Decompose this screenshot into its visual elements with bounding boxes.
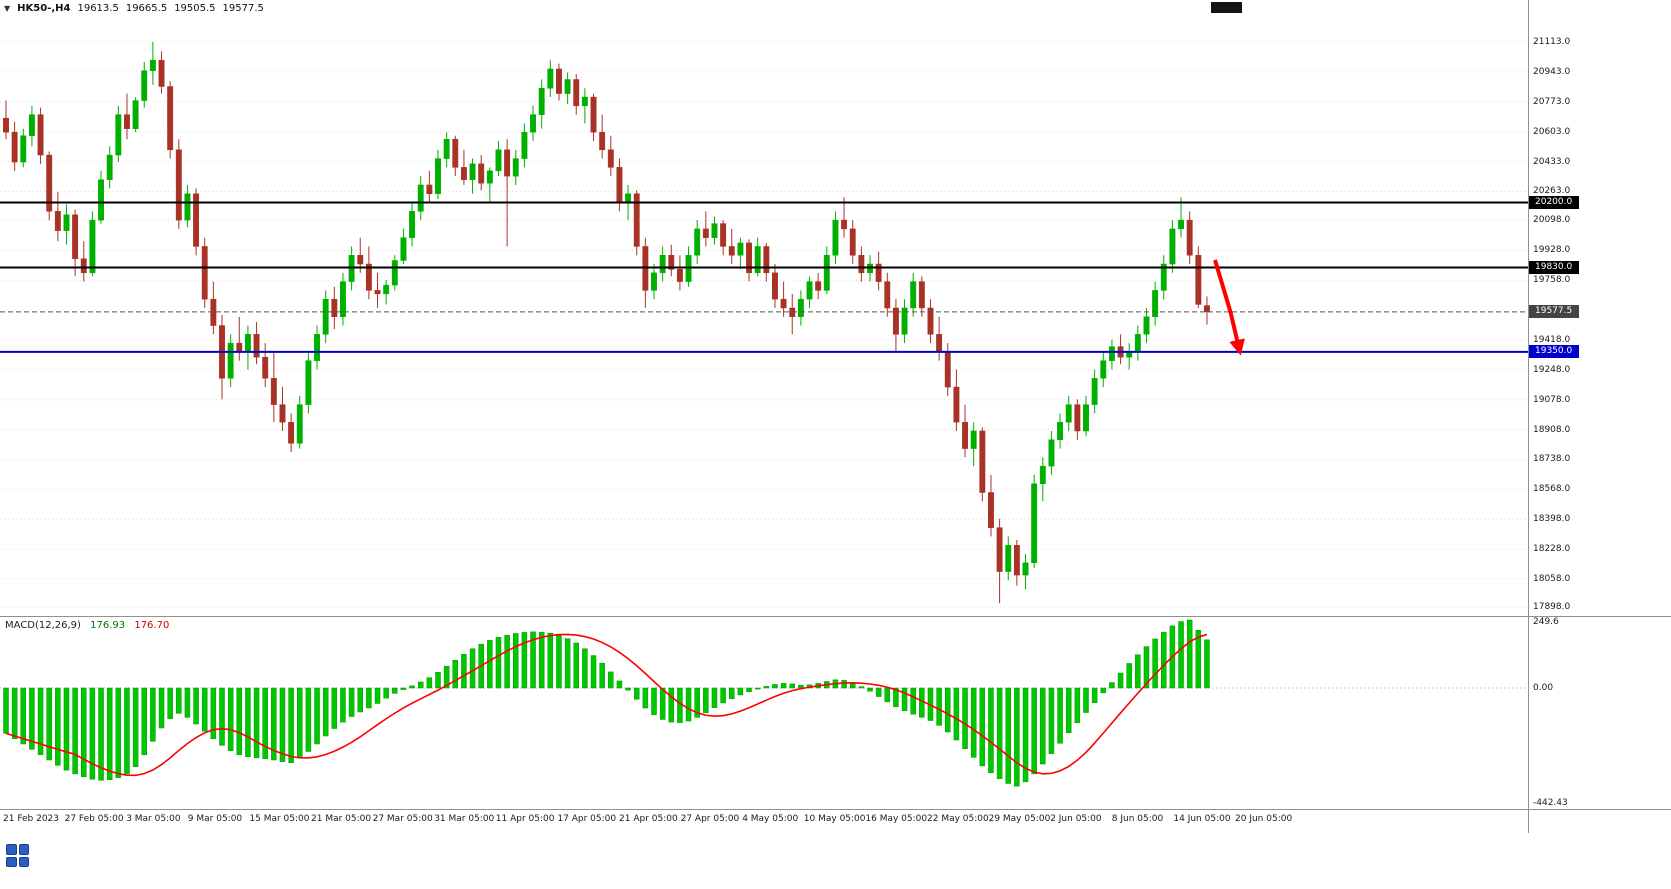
ohlc-low: 19505.5 xyxy=(174,3,216,14)
window-grid-icon[interactable] xyxy=(6,844,29,867)
macd-layer xyxy=(3,619,1210,787)
ohlc-close: 19577.5 xyxy=(222,3,264,14)
grid-icon-square xyxy=(18,844,29,855)
grid-icon-square xyxy=(6,844,17,855)
ohlc-open: 19613.5 xyxy=(77,3,119,14)
chart-title: ▼ HK50-,H4 19613.5 19665.5 19505.5 19577… xyxy=(4,3,264,14)
macd-main-value: 176.93 xyxy=(90,620,126,631)
macd-signal-value: 176.70 xyxy=(134,620,170,631)
grid-icon-square xyxy=(6,856,17,867)
arrow-annotation[interactable] xyxy=(1213,259,1245,356)
ohlc-high: 19665.5 xyxy=(125,3,168,14)
symbol-period-label: HK50-,H4 xyxy=(17,3,71,14)
hline-objects-layer[interactable] xyxy=(0,201,1528,353)
macd-title: MACD(12,26,9) xyxy=(5,620,81,631)
corner-marker-annotation xyxy=(1211,2,1242,13)
macd-indicator-label: MACD(12,26,9) 176.93 176.70 xyxy=(5,620,169,631)
separators-layer xyxy=(0,0,1671,833)
symbol-dropdown-icon[interactable]: ▼ xyxy=(4,4,11,13)
grid-icon-square xyxy=(18,856,29,867)
